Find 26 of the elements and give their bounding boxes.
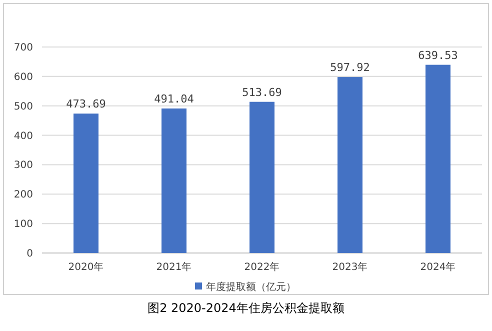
x-tick-label: 2022年 xyxy=(244,261,280,273)
bar xyxy=(250,102,274,253)
bar xyxy=(162,108,186,253)
text: 图2 2020-2024年住房公积金提取额 xyxy=(148,301,344,315)
y-tick-label: 700 xyxy=(14,42,33,54)
bar xyxy=(426,64,450,253)
y-tick-label: 100 xyxy=(14,219,33,230)
bar xyxy=(74,114,98,253)
x-tick-label: 2020年 xyxy=(68,261,104,273)
x-tick-label: 2023年 xyxy=(332,261,368,273)
data-label: 639.53 xyxy=(418,48,458,62)
y-tick-label: 600 xyxy=(14,72,33,83)
data-label: 597.92 xyxy=(330,61,370,74)
y-tick-label: 0 xyxy=(26,248,33,260)
x-tick-label: 2021年 xyxy=(156,261,192,273)
data-label: 513.69 xyxy=(242,86,282,99)
y-tick-label: 500 xyxy=(14,101,33,112)
y-tick-label: 300 xyxy=(14,160,33,172)
bar xyxy=(338,77,362,253)
data-label: 491.04 xyxy=(154,92,194,106)
y-tick-label: 400 xyxy=(14,130,33,142)
x-tick-label: 2024年 xyxy=(420,261,456,273)
data-label: 473.69 xyxy=(66,98,106,111)
legend: 年度提取额（亿元） xyxy=(195,282,296,293)
legend-label: 年度提取额（亿元） xyxy=(206,281,296,293)
y-tick-label: 200 xyxy=(14,190,33,201)
